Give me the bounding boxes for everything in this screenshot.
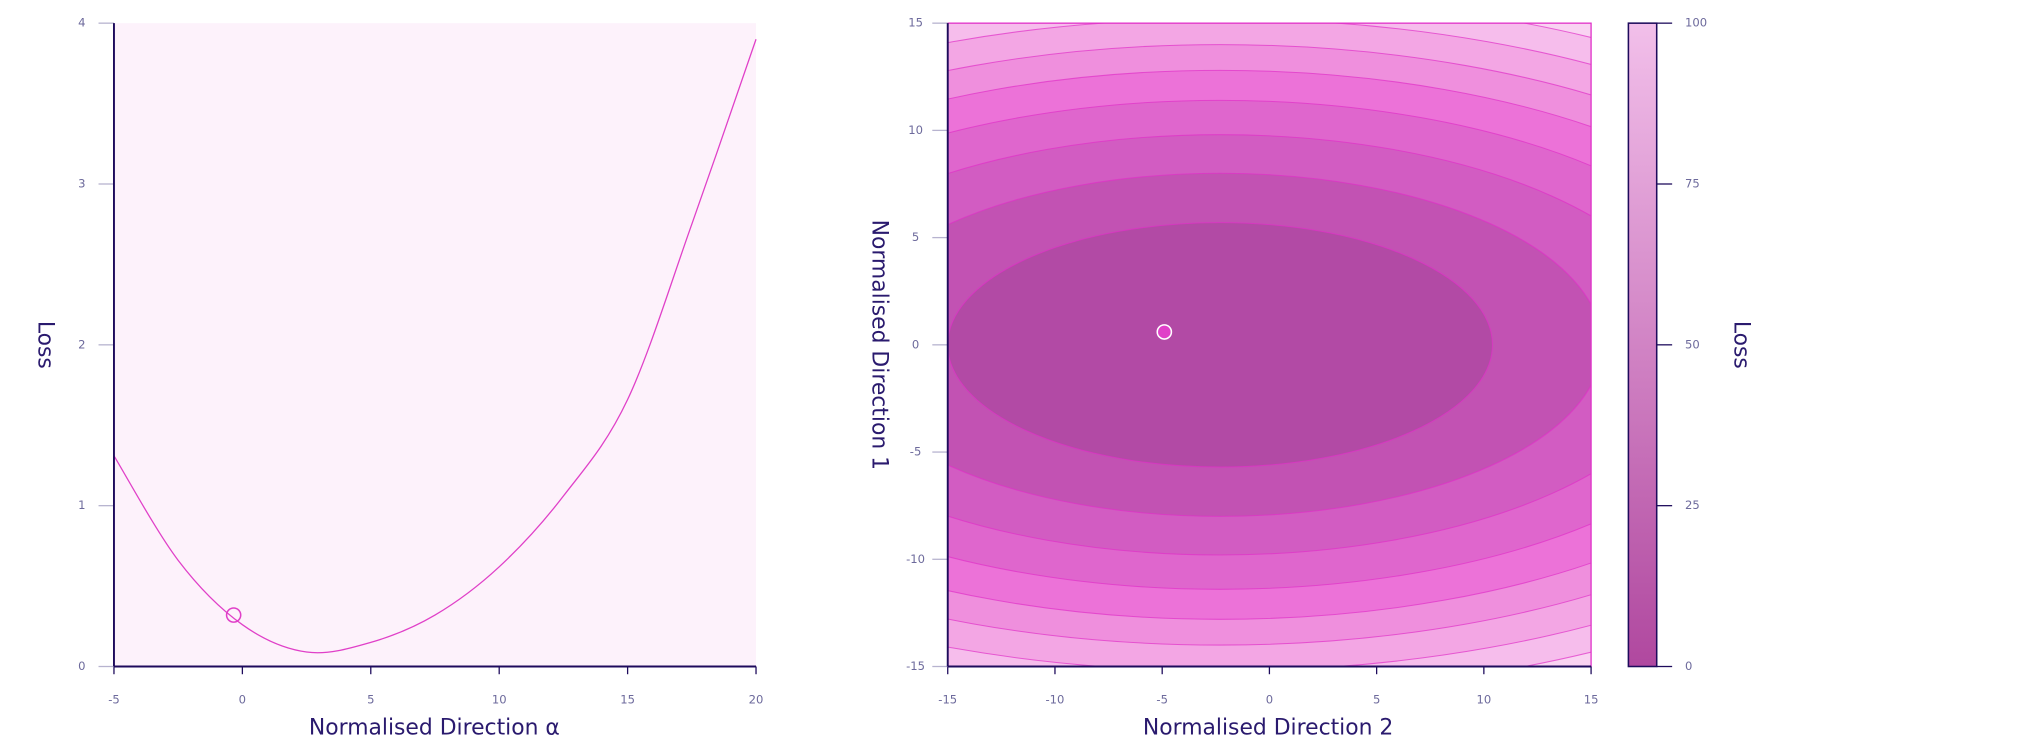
x-tick-label: 15	[1584, 692, 1599, 706]
x-tick-label: 20	[749, 692, 764, 706]
loss-curve	[113, 39, 757, 654]
colorbar-tick-label: 100	[1685, 16, 1707, 30]
colorbar-tick-label: 75	[1685, 176, 1700, 190]
y-tick-label: 0	[78, 659, 85, 673]
y-axis-title: Loss	[32, 321, 57, 369]
y-tick-label: 4	[78, 16, 85, 30]
x-tick-label: 15	[620, 692, 635, 706]
plot-background	[113, 23, 757, 667]
y-tick-label: 0	[912, 337, 919, 351]
y-tick-label: -15	[906, 659, 925, 673]
y-tick-label: -10	[906, 552, 925, 566]
x-tick-label: 5	[367, 692, 374, 706]
current-point	[225, 607, 242, 623]
x-tick-label: -10	[1046, 692, 1065, 706]
x-tick-label: 0	[239, 692, 246, 706]
x-tick-label: 10	[1476, 692, 1491, 706]
x-tick-label: -15	[938, 692, 957, 706]
current-point	[1156, 324, 1173, 340]
x-tick-label: 10	[492, 692, 507, 706]
x-axis-title: Normalised Direction 2	[1143, 715, 1393, 740]
y-tick-label: -5	[910, 445, 922, 459]
x-tick-label: -5	[108, 692, 120, 706]
y-tick-label: 5	[912, 230, 919, 244]
y-tick-label: 10	[908, 123, 923, 137]
x-tick-label: -5	[1156, 692, 1168, 706]
contour-band	[947, 222, 1493, 468]
y-tick-label: 3	[78, 176, 85, 190]
y-tick-label: 15	[908, 16, 923, 30]
colorbar-tick-label: 50	[1685, 337, 1700, 351]
colorbar	[1627, 22, 1658, 668]
x-tick-label: 0	[1266, 692, 1273, 706]
contour-group	[947, 23, 1592, 667]
x-tick-label: 5	[1373, 692, 1380, 706]
colorbar-tick-label: 25	[1685, 498, 1700, 512]
y-tick-label: 1	[78, 498, 85, 512]
colorbar-tick-label: 0	[1685, 659, 1692, 673]
colorbar-title: Loss	[1728, 321, 1753, 369]
y-axis-title: Normalised Direction 1	[866, 220, 891, 470]
y-tick-label: 2	[78, 337, 85, 351]
x-axis-title: Normalised Direction α	[309, 715, 560, 740]
